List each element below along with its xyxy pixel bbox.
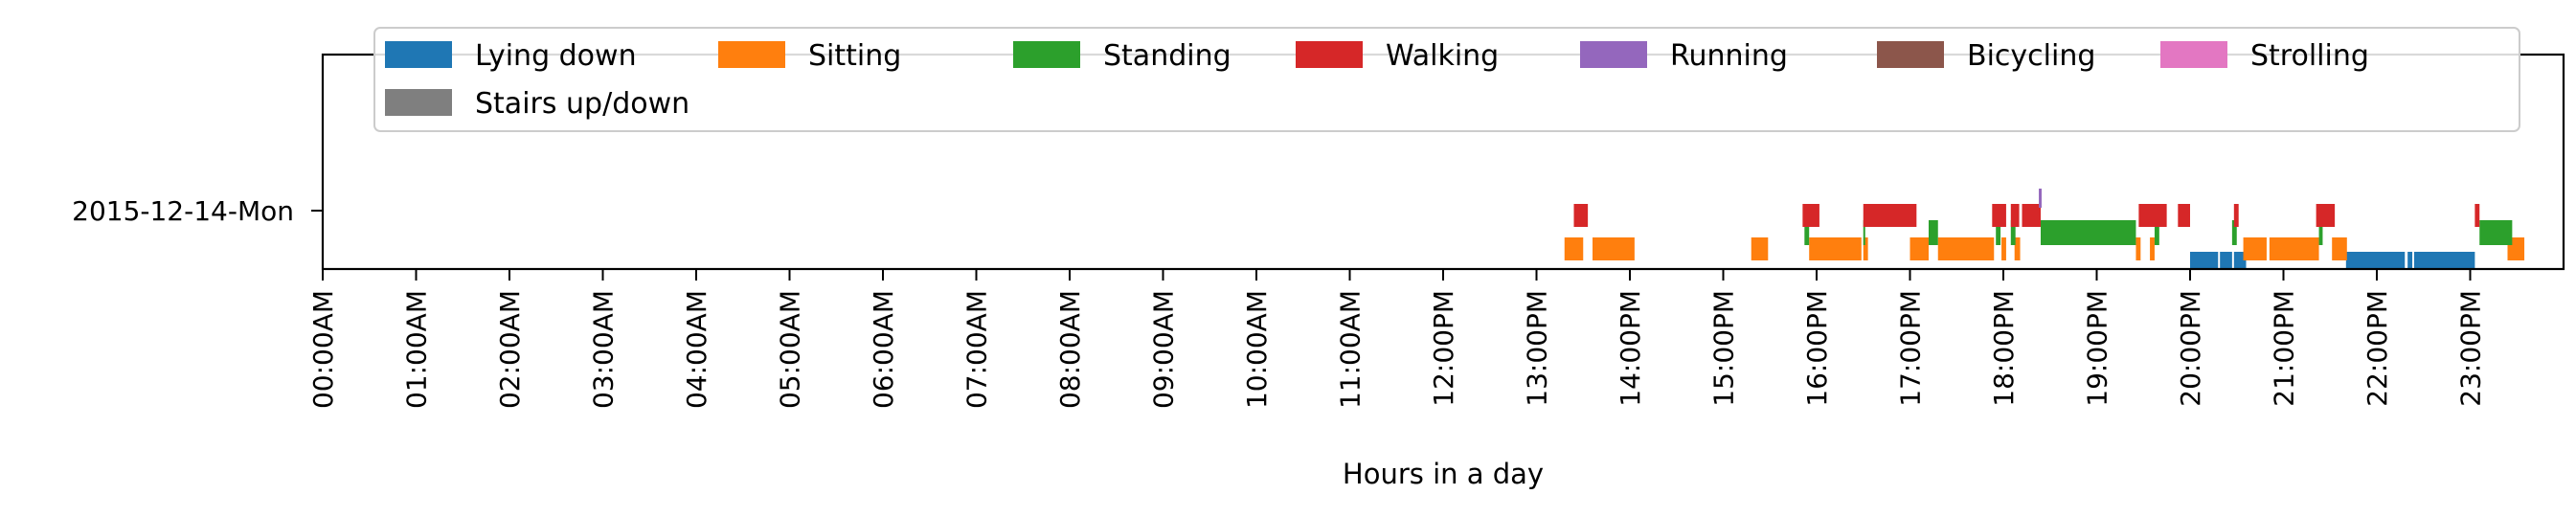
x-axis-title: Hours in a day [1343, 458, 1544, 490]
legend-swatch [385, 41, 452, 68]
bar-standing [2041, 220, 2136, 245]
x-tick-label: 17:00PM [1895, 290, 1927, 407]
bar-sitting [1909, 237, 1929, 260]
legend-item-stairs-up-down: Stairs up/down [385, 87, 689, 121]
legend-swatch [1296, 41, 1363, 68]
legend-swatch [1580, 41, 1647, 68]
bar-lying-down [2190, 252, 2219, 269]
x-tick-label: 09:00AM [1148, 290, 1180, 409]
bar-standing [1929, 220, 1938, 245]
legend-label: Lying down [475, 39, 637, 73]
x-tick-label: 19:00PM [2082, 290, 2113, 407]
bar-walking [2022, 204, 2041, 227]
bar-walking [2178, 204, 2190, 227]
x-tick-label: 15:00PM [1708, 290, 1740, 407]
bar-sitting [2150, 237, 2155, 260]
bar-sitting [1863, 237, 1868, 260]
bar-standing [2154, 220, 2159, 245]
x-tick-label: 21:00PM [2269, 290, 2300, 407]
bar-sitting [1937, 237, 1995, 260]
x-tick-label: 16:00PM [1801, 290, 1833, 407]
x-tick-label: 12:00PM [1428, 290, 1459, 407]
legend-item-bicycling: Bicycling [1877, 39, 2095, 73]
bar-walking [1573, 204, 1589, 227]
bar-standing [2479, 220, 2513, 245]
bar-sitting [1564, 237, 1584, 260]
bar-sitting [1809, 237, 1862, 260]
x-tick-label: 08:00AM [1054, 290, 1086, 409]
legend-item-walking: Walking [1296, 39, 1499, 73]
x-tick-label: 00:00AM [307, 290, 339, 409]
x-tick-label: 13:00PM [1522, 290, 1553, 407]
legend-swatch [385, 89, 452, 116]
bar-walking [1992, 204, 2006, 227]
legend-swatch [2160, 41, 2227, 68]
bar-lying-down [2414, 252, 2475, 269]
legend-label: Sitting [808, 39, 901, 73]
activity-bars [1564, 189, 2525, 269]
bar-standing [2010, 220, 2016, 245]
legend-label: Bicycling [1967, 39, 2095, 73]
legend-label: Running [1670, 39, 1788, 73]
legend-item-lying-down: Lying down [385, 39, 637, 73]
x-tick-label: 14:00PM [1615, 290, 1646, 407]
x-tick-label: 07:00AM [961, 290, 993, 409]
legend-swatch [1013, 41, 1080, 68]
bar-standing [1863, 220, 1865, 245]
legend-item-strolling: Strolling [2160, 39, 2369, 73]
x-tick-label: 04:00AM [681, 290, 712, 409]
bar-walking [2010, 204, 2020, 227]
bar-sitting [2001, 237, 2006, 260]
y-tick-label: 2015-12-14-Mon [72, 195, 294, 227]
legend-label: Strolling [2250, 39, 2369, 73]
x-tick-label: 06:00AM [868, 290, 899, 409]
x-tick-label: 22:00PM [2361, 290, 2393, 407]
bar-standing [2318, 220, 2323, 245]
legend-item-standing: Standing [1013, 39, 1232, 73]
bar-sitting [2269, 237, 2319, 260]
bar-sitting [1593, 237, 1635, 260]
legend-label: Walking [1386, 39, 1499, 73]
bar-standing [2231, 220, 2237, 245]
bar-sitting [1751, 237, 1769, 260]
legend-swatch [718, 41, 785, 68]
x-tick-label: 03:00AM [588, 290, 620, 409]
bar-running [2039, 189, 2042, 208]
bar-sitting [2332, 237, 2347, 260]
bar-lying-down [2345, 252, 2406, 269]
x-tick-label: 11:00AM [1335, 290, 1367, 409]
x-axis-ticks: 00:00AM 01:00AM 02:00AM 03:00AM 04:00AM 05:00… [307, 269, 2487, 409]
bar-walking [2138, 204, 2167, 227]
legend: Lying down Sitting Standing Walking Running B… [373, 27, 2520, 132]
legend-box [373, 27, 2520, 132]
bar-lying-down [2220, 252, 2232, 269]
bar-lying-down [2233, 252, 2247, 269]
x-tick-label: 05:00AM [775, 290, 806, 409]
legend-item-sitting: Sitting [718, 39, 901, 73]
legend-swatch [1877, 41, 1944, 68]
bar-sitting [2243, 237, 2267, 260]
bar-walking [2474, 204, 2480, 227]
bar-walking [1863, 204, 1917, 227]
bar-walking [2233, 204, 2239, 227]
bar-walking [2316, 204, 2336, 227]
bar-sitting [2014, 237, 2021, 260]
x-tick-label: 01:00AM [401, 290, 433, 409]
bar-standing [1804, 220, 1810, 245]
bar-standing [1996, 220, 2001, 245]
legend-item-running: Running [1580, 39, 1788, 73]
x-tick-label: 18:00PM [1988, 290, 2020, 407]
legend-label: Stairs up/down [475, 87, 689, 121]
bar-lying-down [2407, 252, 2413, 269]
legend-label: Standing [1103, 39, 1232, 73]
x-tick-label: 02:00AM [494, 290, 526, 409]
bar-sitting [2135, 237, 2141, 260]
x-tick-label: 10:00AM [1241, 290, 1273, 409]
x-tick-label: 20:00PM [2175, 290, 2206, 407]
bar-walking [1802, 204, 1819, 227]
x-tick-label: 23:00PM [2455, 290, 2487, 407]
